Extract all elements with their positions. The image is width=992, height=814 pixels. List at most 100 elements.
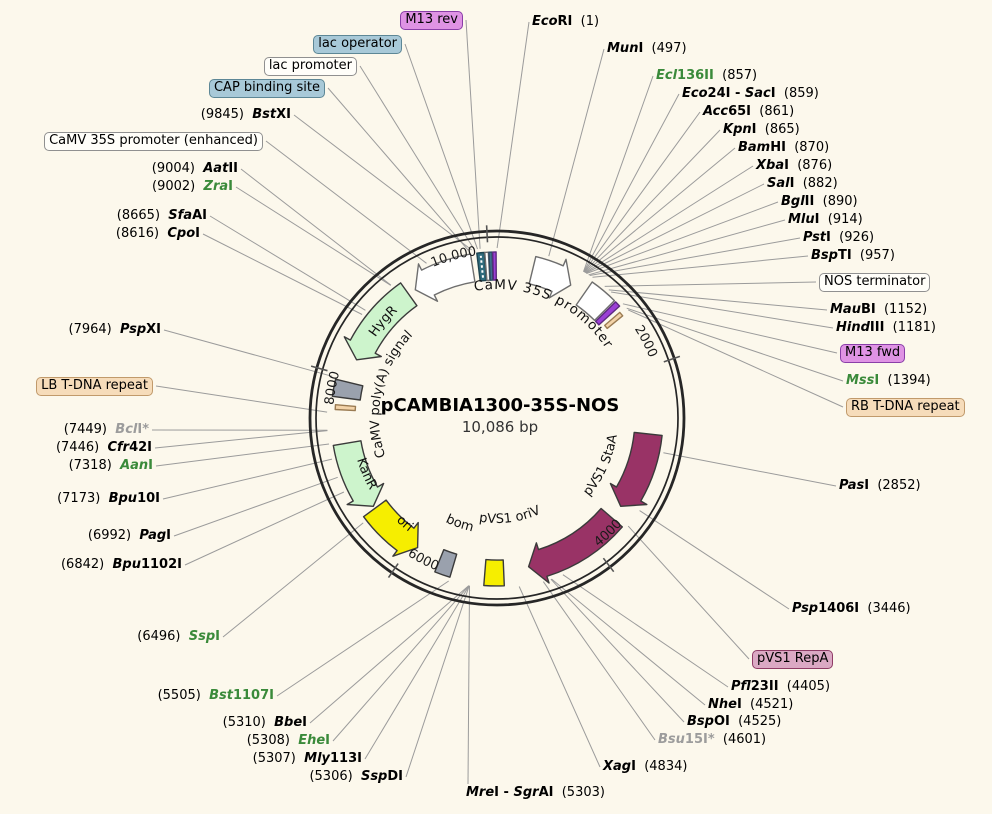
enzyme-label-bamHI[interactable]: BamHI (870) bbox=[738, 140, 829, 155]
feature-camv-35s-promoter-enhanced[interactable] bbox=[414, 253, 476, 302]
feature-hygr[interactable] bbox=[343, 282, 418, 361]
label-run: (5310) bbox=[222, 715, 275, 730]
enzyme-label-psp1406I[interactable]: Psp1406I (3446) bbox=[792, 601, 911, 616]
enzyme-label-mly113I[interactable]: (5307) Mly113I bbox=[253, 751, 362, 766]
callout-line-mly113I bbox=[364, 585, 470, 760]
plasmid-title: pCAMBIA1300-35S-NOS bbox=[381, 395, 620, 416]
label-run: I bbox=[166, 528, 171, 543]
enzyme-label-pfl23II[interactable]: Pfl23II (4405) bbox=[731, 679, 830, 694]
enzyme-label-bglII[interactable]: BglII (890) bbox=[781, 194, 858, 209]
label-run: Kpn bbox=[723, 122, 752, 137]
enzyme-label-cfr42I[interactable]: (7446) Cfr42I bbox=[56, 440, 152, 455]
lb-t-dna-label[interactable]: LB T-DNA repeat bbox=[36, 377, 153, 396]
label-run: Ssp bbox=[360, 769, 388, 784]
enzyme-label-pagI[interactable]: (6992) PagI bbox=[88, 528, 171, 543]
label-run: I* bbox=[137, 422, 149, 437]
enzyme-label-bspTI[interactable]: BspTI (957) bbox=[811, 248, 895, 263]
rb-t-dna-label[interactable]: RB T-DNA repeat bbox=[846, 398, 965, 417]
nos-terminator-label[interactable]: NOS terminator bbox=[819, 273, 931, 292]
feature-camv-35s-promoter[interactable] bbox=[528, 255, 572, 299]
cap-binding-site-label[interactable]: CAP binding site bbox=[208, 79, 325, 98]
label-run: (6842) bbox=[60, 557, 113, 572]
enzyme-label-xagI[interactable]: XagI (4834) bbox=[603, 759, 687, 774]
pvs1-repa-label[interactable]: pVS1 RepA bbox=[752, 650, 834, 669]
enzyme-label-pasI[interactable]: PasI (2852) bbox=[839, 478, 921, 493]
label-run: HI bbox=[770, 140, 786, 155]
enzyme-label-sspDI[interactable]: (5306) SspDI bbox=[309, 769, 403, 784]
enzyme-label-aatII[interactable]: (9004) AatII bbox=[152, 161, 238, 176]
enzyme-label-mluI[interactable]: MluI (914) bbox=[788, 212, 863, 227]
feature-bom[interactable] bbox=[434, 549, 458, 578]
camv-35s-enhanced-label[interactable]: CaMV 35S promoter (enhanced) bbox=[44, 132, 263, 151]
enzyme-label-ecl136II[interactable]: Ecl136II (857) bbox=[656, 68, 757, 83]
enzyme-label-bbeI[interactable]: (5310) BbeI bbox=[223, 715, 307, 730]
feature-m13-fwd-primer[interactable] bbox=[594, 301, 621, 326]
enzyme-label-bclI[interactable]: (7449) BclI* bbox=[64, 422, 149, 437]
plasmid-ring-inner bbox=[315, 236, 679, 600]
enzyme-label-nheI[interactable]: NheI (4521) bbox=[708, 697, 793, 712]
feature-camv-polya-signal[interactable] bbox=[331, 378, 364, 401]
enzyme-label-eheI[interactable]: (5308) EheI bbox=[247, 733, 330, 748]
label-run: Bbe bbox=[274, 715, 303, 730]
enzyme-label-xbaI[interactable]: XbaI (876) bbox=[756, 158, 832, 173]
enzyme-label-munI[interactable]: MunI (497) bbox=[607, 41, 687, 56]
bom-label[interactable]: bom bbox=[444, 512, 476, 536]
callout-line-pfl23II bbox=[562, 574, 729, 688]
enzyme-label-pspXI[interactable]: (7964) PspXI bbox=[69, 322, 161, 337]
callout-line-bpu1102I bbox=[184, 491, 345, 566]
enzyme-label-cpoI[interactable]: (8616) CpoI bbox=[116, 226, 200, 241]
lac-promoter-label[interactable]: lac promoter bbox=[263, 57, 357, 76]
enzyme-label-bstXI[interactable]: (9845) BstXI bbox=[201, 107, 291, 122]
m13-fwd-label[interactable]: M13 fwd bbox=[840, 344, 906, 363]
feature-rb-t-dna-repeat[interactable] bbox=[604, 311, 624, 330]
enzyme-label-bpu10I[interactable]: (7173) Bpu10I bbox=[57, 491, 160, 506]
enzyme-label-sspI[interactable]: (6496) SspI bbox=[137, 629, 220, 644]
callout-line-sfaAI bbox=[209, 215, 366, 311]
feature-lb-t-dna-repeat[interactable] bbox=[334, 404, 357, 412]
enzyme-label-mssI[interactable]: MssI (1394) bbox=[846, 373, 931, 388]
enzyme-label-mreI-sgrAI[interactable]: MreI - SgrAI (5303) bbox=[466, 785, 605, 800]
lac-operator-label[interactable]: lac operator bbox=[313, 35, 402, 54]
callout-line-hindIII bbox=[611, 291, 834, 329]
enzyme-label-bst1107I[interactable]: (5505) Bst1107I bbox=[158, 688, 274, 703]
callout-line-sspI bbox=[222, 522, 364, 638]
enzyme-label-aanI[interactable]: (7318) AanI bbox=[69, 458, 153, 473]
callout-line-cfr42I bbox=[154, 430, 328, 449]
enzyme-label-hindIII[interactable]: HindIII (1181) bbox=[836, 320, 936, 335]
enzyme-label-bspOI[interactable]: BspOI (4525) bbox=[687, 714, 781, 729]
label-run: I bbox=[814, 212, 820, 227]
pvs1-oriv-label[interactable]: pVS1 oriV bbox=[478, 503, 543, 527]
scale-label-6000: 6000 bbox=[405, 546, 441, 574]
feature-kanr[interactable] bbox=[332, 440, 385, 507]
enzyme-label-kpnI[interactable]: KpnI (865) bbox=[723, 122, 800, 137]
m13-rev-label[interactable]: M13 rev bbox=[400, 11, 463, 30]
label-run: (5307) bbox=[252, 751, 305, 766]
label-run: I bbox=[228, 179, 233, 194]
enzyme-label-sfaAI[interactable]: (8665) SfaAI bbox=[117, 208, 207, 223]
enzyme-label-mauBI[interactable]: MauBI (1152) bbox=[830, 302, 927, 317]
callout-lines-layer bbox=[151, 19, 844, 785]
label-run: Mly bbox=[304, 751, 331, 766]
enzyme-label-bpu1102I[interactable]: (6842) Bpu1102I bbox=[61, 557, 182, 572]
enzyme-label-acc65I[interactable]: Acc65I (861) bbox=[703, 104, 794, 119]
feature-pvs1-oriv[interactable] bbox=[483, 558, 505, 587]
feature-ori[interactable] bbox=[362, 499, 419, 557]
feature-pvs1-repa[interactable] bbox=[527, 507, 623, 584]
enzyme-label-pstI[interactable]: PstI (926) bbox=[803, 230, 874, 245]
label-run: I bbox=[784, 158, 789, 173]
enzyme-label-salI[interactable]: SalI (882) bbox=[767, 176, 838, 191]
callout-line-sspDI bbox=[405, 585, 470, 778]
feature-nos-terminator[interactable] bbox=[575, 281, 616, 322]
enzyme-label-zraI[interactable]: (9002) ZraI bbox=[152, 179, 233, 194]
enzyme-label-bsu15I[interactable]: Bsu15I* (4601) bbox=[658, 732, 766, 747]
label-run: (2852) bbox=[869, 478, 921, 493]
enzyme-label-eco24I-sacI[interactable]: Eco24I - SacI (859) bbox=[682, 86, 819, 101]
enzyme-label-ecoRI[interactable]: EcoRI (1) bbox=[532, 14, 599, 29]
feature-pvs1-staa[interactable] bbox=[609, 431, 663, 507]
callout-line-bsu15I bbox=[542, 581, 656, 741]
label-run: I bbox=[195, 226, 200, 241]
feature-m13-rev-primer[interactable] bbox=[492, 251, 497, 281]
label-run: II bbox=[804, 194, 815, 209]
